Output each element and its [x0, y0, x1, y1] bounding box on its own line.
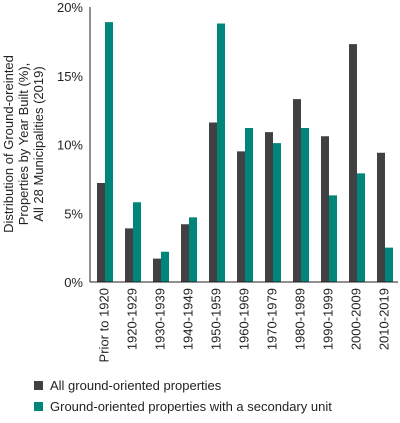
- x-tick-label: 1920-1929: [124, 288, 139, 350]
- bar-all-properties: [265, 132, 273, 282]
- bar-all-properties: [321, 136, 329, 282]
- bar-secondary-unit: [301, 128, 309, 282]
- bar-all-properties: [349, 44, 357, 282]
- bar-secondary-unit: [329, 195, 337, 282]
- bar-all-properties: [209, 122, 217, 282]
- legend-item-all-properties: All ground-oriented properties: [34, 375, 332, 396]
- legend: All ground-oriented properties Ground-or…: [34, 375, 332, 417]
- x-tick-label: 1940-1949: [180, 288, 195, 350]
- bar-secondary-unit: [245, 128, 253, 282]
- y-axis-ticks: 0% 5% 10% 15% 20%: [57, 0, 83, 290]
- bar-secondary-unit: [161, 251, 169, 282]
- bar-secondary-unit: [105, 22, 113, 282]
- bar-all-properties: [181, 224, 189, 282]
- bar-secondary-unit: [133, 202, 141, 282]
- legend-swatch-secondary-unit: [34, 402, 43, 411]
- y-tick-label: 15%: [57, 69, 83, 84]
- bar-secondary-unit: [385, 247, 393, 282]
- x-tick-label: Prior to 1920: [96, 288, 111, 362]
- bar-all-properties: [377, 152, 385, 282]
- bar-secondary-unit: [357, 173, 365, 282]
- y-axis-title: Distribution of Ground-oreinted Propertie…: [1, 55, 46, 233]
- bar-all-properties: [97, 183, 105, 282]
- y-tick-label: 10%: [57, 138, 83, 153]
- bar-all-properties: [293, 99, 301, 282]
- y-axis-title-line: Distribution of Ground-oreinted: [1, 55, 16, 233]
- legend-label-all-properties: All ground-oriented properties: [50, 378, 222, 393]
- legend-label-secondary-unit: Ground-oriented properties with a second…: [50, 399, 332, 414]
- bar-all-properties: [237, 151, 245, 282]
- y-tick-label: 0%: [64, 275, 83, 290]
- x-tick-label: 2010-2019: [376, 288, 391, 350]
- x-tick-label: 2000-2009: [348, 288, 363, 350]
- bars: [97, 22, 393, 282]
- legend-swatch-all-properties: [34, 381, 43, 390]
- bar-all-properties: [153, 258, 161, 282]
- y-axis-title-line: Properties by Year Built (%),: [16, 63, 31, 226]
- x-axis-ticks: Prior to 1920 1920-1929 1930-1939 1940-1949…: [96, 288, 391, 362]
- bar-secondary-unit: [273, 143, 281, 282]
- x-tick-label: 1950-1959: [208, 288, 223, 350]
- x-tick-label: 1990-1999: [320, 288, 335, 350]
- x-tick-label: 1980-1989: [292, 288, 307, 350]
- legend-item-secondary-unit: Ground-oriented properties with a second…: [34, 396, 332, 417]
- x-tick-label: 1970-1979: [264, 288, 279, 350]
- axes: [89, 7, 398, 283]
- x-tick-label: 1960-1969: [236, 288, 251, 350]
- bar-secondary-unit: [217, 23, 225, 282]
- bar-secondary-unit: [189, 217, 197, 282]
- bar-all-properties: [125, 228, 133, 282]
- y-tick-label: 20%: [57, 0, 83, 15]
- y-axis-title-line: All 28 Municipalities (2019): [31, 66, 46, 221]
- y-tick-label: 5%: [64, 206, 83, 221]
- x-tick-label: 1930-1939: [152, 288, 167, 350]
